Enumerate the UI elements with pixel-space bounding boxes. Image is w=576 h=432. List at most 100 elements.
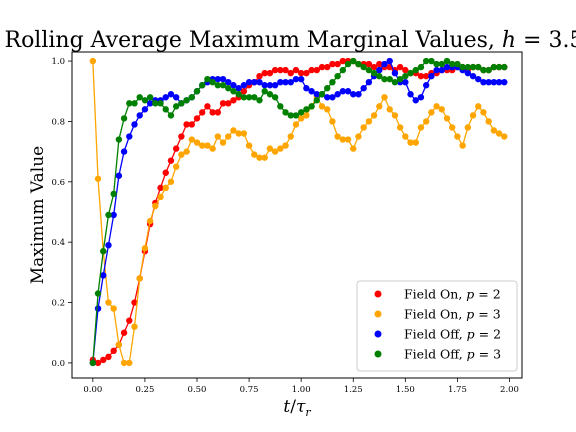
data-point <box>183 121 190 128</box>
data-point <box>433 103 440 110</box>
data-point <box>271 94 279 101</box>
data-point <box>287 133 294 140</box>
data-point <box>495 63 503 71</box>
data-point <box>277 145 284 152</box>
data-point <box>219 100 227 107</box>
data-point <box>428 72 435 80</box>
data-point <box>355 91 362 98</box>
data-point <box>214 75 222 83</box>
data-point <box>464 63 472 71</box>
data-point <box>131 121 138 128</box>
data-point <box>256 72 263 80</box>
chart-title: Rolling Average Maximum Marginal Values,… <box>5 28 576 53</box>
data-point <box>396 63 404 71</box>
data-point <box>157 100 164 107</box>
data-point <box>271 148 279 155</box>
data-point <box>443 57 451 65</box>
data-point <box>329 60 336 68</box>
data-point <box>391 69 399 77</box>
data-point <box>94 290 102 297</box>
data-point <box>183 97 190 104</box>
data-point <box>266 145 274 152</box>
data-point <box>178 151 185 158</box>
data-point <box>324 94 331 101</box>
legend-marker <box>374 290 382 298</box>
data-point <box>219 75 227 83</box>
data-point <box>136 112 143 119</box>
data-point <box>329 94 336 101</box>
data-point <box>469 112 477 119</box>
data-point <box>454 133 461 140</box>
x-tick-label: 0.00 <box>83 385 102 395</box>
data-point <box>334 133 341 140</box>
data-point <box>126 317 133 324</box>
data-point <box>266 82 274 89</box>
data-point <box>334 60 341 68</box>
data-point <box>464 124 472 131</box>
legend: Field On, p = 2 Field On, p = 3 Field Off,… <box>356 280 518 372</box>
data-point <box>261 88 268 95</box>
data-point <box>110 190 117 198</box>
data-point <box>417 124 425 131</box>
data-point <box>480 78 487 86</box>
data-point <box>162 169 169 176</box>
data-point <box>344 88 352 95</box>
data-point <box>501 63 508 71</box>
legend-label: Field Off, p = 2 <box>404 327 501 342</box>
data-point <box>240 82 248 89</box>
data-point <box>120 115 128 122</box>
data-point <box>271 82 279 89</box>
data-point <box>292 112 300 119</box>
data-point <box>485 66 492 74</box>
data-point <box>214 82 222 89</box>
data-point <box>386 106 393 113</box>
data-point <box>324 85 331 92</box>
data-point <box>230 82 237 89</box>
data-point <box>94 359 102 367</box>
data-point <box>495 130 503 137</box>
data-point <box>339 136 347 143</box>
data-point <box>282 78 289 86</box>
data-point <box>417 94 425 101</box>
data-point <box>422 82 430 89</box>
data-point <box>277 66 284 74</box>
data-point <box>297 75 305 83</box>
data-point <box>172 94 180 101</box>
data-point <box>120 148 128 155</box>
data-point <box>459 142 466 149</box>
data-point <box>355 60 362 68</box>
data-point <box>365 60 373 68</box>
data-point <box>141 106 149 113</box>
data-point <box>157 184 164 192</box>
data-point <box>396 124 404 131</box>
data-point <box>480 109 487 116</box>
legend-label: Field On, p = 2 <box>404 287 501 302</box>
y-axis-label: Maximum Value <box>28 146 48 284</box>
legend-marker <box>374 350 382 358</box>
data-point <box>490 63 498 71</box>
data-point <box>256 78 263 86</box>
data-point <box>412 139 419 146</box>
data-point <box>131 100 138 107</box>
data-point <box>287 112 294 119</box>
data-point <box>475 63 482 71</box>
data-point <box>386 75 393 83</box>
data-point <box>459 63 466 71</box>
data-point <box>449 124 456 131</box>
data-point <box>120 329 128 336</box>
data-point <box>381 60 388 68</box>
data-point <box>162 94 169 101</box>
data-point <box>167 178 175 185</box>
plot-frame <box>71 51 523 379</box>
data-point <box>178 100 185 107</box>
data-point <box>183 148 190 155</box>
data-point <box>162 106 169 113</box>
data-point <box>469 63 477 71</box>
data-point <box>407 69 414 77</box>
data-point <box>475 75 482 83</box>
data-point <box>490 127 498 134</box>
data-point <box>308 88 315 95</box>
data-point <box>501 78 508 86</box>
data-point <box>297 109 305 116</box>
